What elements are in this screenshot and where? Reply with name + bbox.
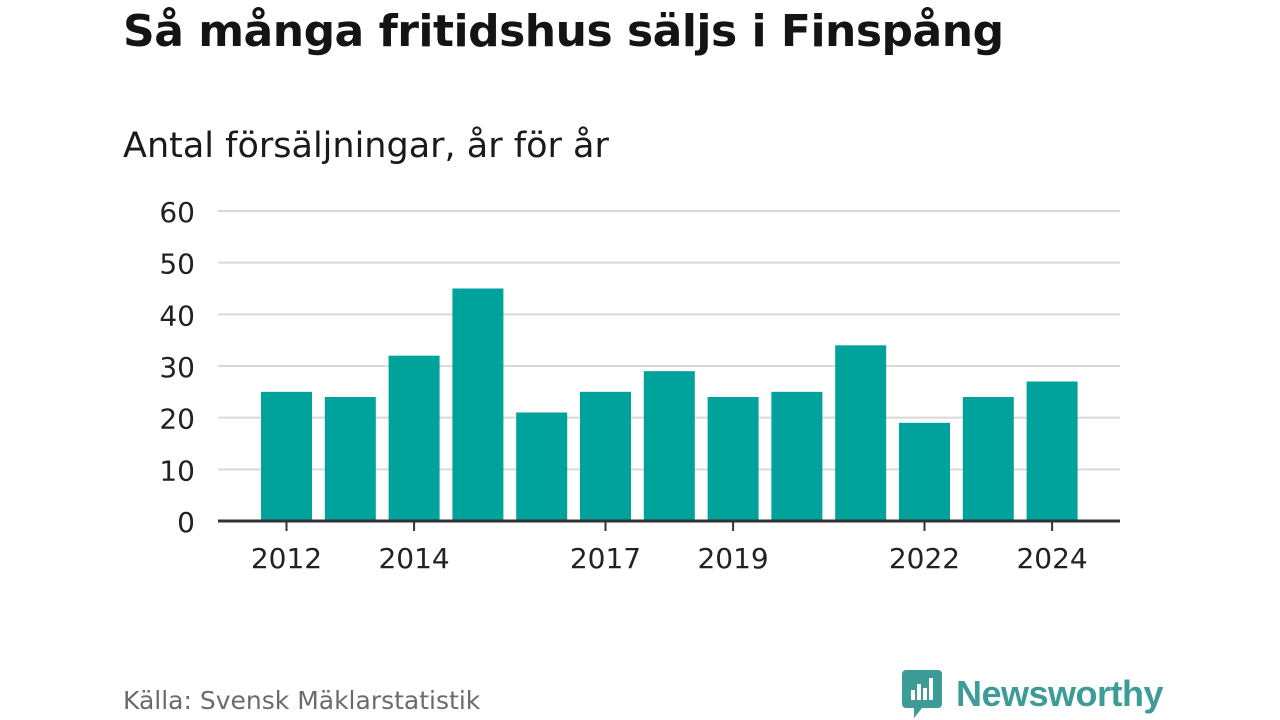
bar — [707, 397, 759, 521]
bar — [580, 391, 631, 521]
bar — [388, 355, 440, 521]
y-tick-label: 10 — [159, 454, 195, 487]
bar — [835, 345, 887, 521]
y-tick-label: 40 — [159, 299, 195, 332]
x-tick-label: 2022 — [889, 542, 960, 575]
bar — [324, 397, 376, 521]
chart-title: Så många fritidshus säljs i Finspång — [123, 6, 1004, 57]
source-note: Källa: Svensk Mäklarstatistik — [123, 686, 481, 715]
bar — [516, 412, 568, 521]
bar — [643, 371, 695, 521]
bar — [962, 397, 1014, 521]
y-tick-label: 0 — [177, 506, 195, 539]
bar-chart: 0 10 20 30 40 50 60 2012 2014 2017 2019 2022 2024 — [159, 196, 1120, 575]
chart-subtitle: Antal försäljningar, år för år — [123, 126, 609, 166]
newsworthy-logo: Newsworthy — [902, 670, 1164, 718]
x-tick-label: 2019 — [697, 542, 768, 575]
bar — [771, 391, 823, 521]
x-tick-label: 2012 — [251, 542, 322, 575]
bar — [1026, 381, 1078, 521]
x-tick-label: 2017 — [570, 542, 641, 575]
bar — [261, 391, 312, 521]
y-tick-label: 20 — [159, 403, 195, 436]
bar-chart-speech-bubble-icon — [902, 670, 942, 718]
brand-name: Newsworthy — [956, 673, 1164, 714]
bar — [452, 288, 504, 521]
y-tick-label: 30 — [159, 351, 195, 384]
y-tick-label: 60 — [159, 196, 195, 229]
bar — [899, 422, 950, 521]
y-tick-label: 50 — [159, 248, 195, 281]
x-tick-label: 2014 — [378, 542, 449, 575]
x-tick-label: 2024 — [1016, 542, 1087, 575]
